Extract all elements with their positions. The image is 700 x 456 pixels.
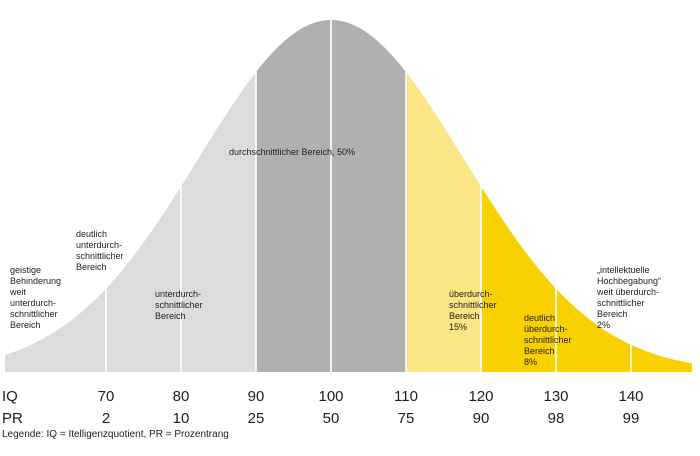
region-label-line: Bereich [524,346,555,356]
region-weit-unter [5,288,106,372]
iq-tick-label: 100 [318,388,343,405]
region-deutlich-unter [106,186,181,372]
region-label-line: deutlich [524,313,555,323]
region-label-line: unterdurch- [10,298,56,308]
pr-tick-label: 75 [398,410,415,427]
region-label-line: Behinderung [10,276,61,286]
iq-tick-label: 120 [468,388,493,405]
region-label-line: schnittlicher [10,309,58,319]
region-label-line: unterdurch- [155,289,201,299]
region-label-deutlich-ueber: deutlich überdurch-schnittlicher Bereich 8% [524,313,572,367]
iq-tick-label: 140 [618,388,643,405]
iq-tick-label: 80 [173,388,190,405]
region-label-deutlich-unter: deutlich unterdurch-schnittlicher Bereich [76,229,124,272]
region-label-line: 8% [524,357,537,367]
region-label-line: weit überdurch- [596,287,659,297]
region-deutlich-ueber [481,186,556,372]
region-label-line: schnittlicher [524,335,572,345]
region-labels: geistige Behinderung weit unterdurch-schnit… [9,147,661,367]
region-label-ueber: überdurch-schnittlicher Bereich 15% [449,289,497,332]
pr-tick-label: 99 [623,410,640,427]
pr-axis-label: PR [2,410,23,427]
pr-tick-label: 50 [323,410,340,427]
region-label-line: unterdurch- [76,240,122,250]
region-label-line: durchschnittlicher Bereich, 50% [229,147,355,157]
region-label-line: schnittlicher [76,251,124,261]
region-label-line: Bereich [597,309,628,319]
region-label-line: weit [9,287,27,297]
region-label-unter: unterdurch-schnittlicher Bereich [155,289,203,321]
iq-axis-label: IQ [2,388,18,405]
region-label-weit-unter: geistige Behinderung weit unterdurch-schnit… [9,265,61,330]
pr-tick-label: 25 [248,410,265,427]
x-axis: IQ PR 70 2 80 10 90 25 100 50 110 75 120 90 130 98 140… [2,388,644,427]
region-label-line: überdurch- [524,324,568,334]
region-label-line: schnittlicher [449,300,497,310]
region-label-line: schnittlicher [155,300,203,310]
region-label-line: Bereich [155,311,186,321]
pr-tick-label: 10 [173,410,190,427]
pr-tick-label: 98 [548,410,565,427]
iq-tick-label: 70 [98,388,115,405]
region-label-line: Bereich [449,311,480,321]
region-label-line: Bereich [76,262,107,272]
region-hochbegabung [556,288,692,372]
region-dividers [105,19,632,372]
iq-tick-label: 110 [394,388,418,405]
iq-tick-label: 130 [543,388,568,405]
region-label-line: 2% [597,320,610,330]
region-label-line: 15% [449,322,467,332]
iq-tick-label: 90 [248,388,265,405]
region-label-hochbegabung: „intellektuelle Hochbegabung“ weit überdur… [596,265,661,330]
pr-tick-label: 90 [473,410,490,427]
region-label-line: Bereich [10,320,41,330]
pr-tick-label: 2 [102,410,110,427]
region-label-line: deutlich [76,229,107,239]
legend-text: Legende: IQ = Itelligenzquotient, PR = P… [2,429,229,440]
region-label-line: schnittlicher [597,298,645,308]
region-label-line: „intellektuelle [597,265,650,275]
region-label-line: überdurch- [449,289,493,299]
region-label-line: geistige [10,265,41,275]
region-ueber [406,72,481,372]
region-label-line: Hochbegabung“ [597,276,661,286]
region-unter [181,72,256,372]
distribution-regions [5,20,692,372]
region-label-durchschnitt: durchschnittlicher Bereich, 50% [229,147,355,157]
